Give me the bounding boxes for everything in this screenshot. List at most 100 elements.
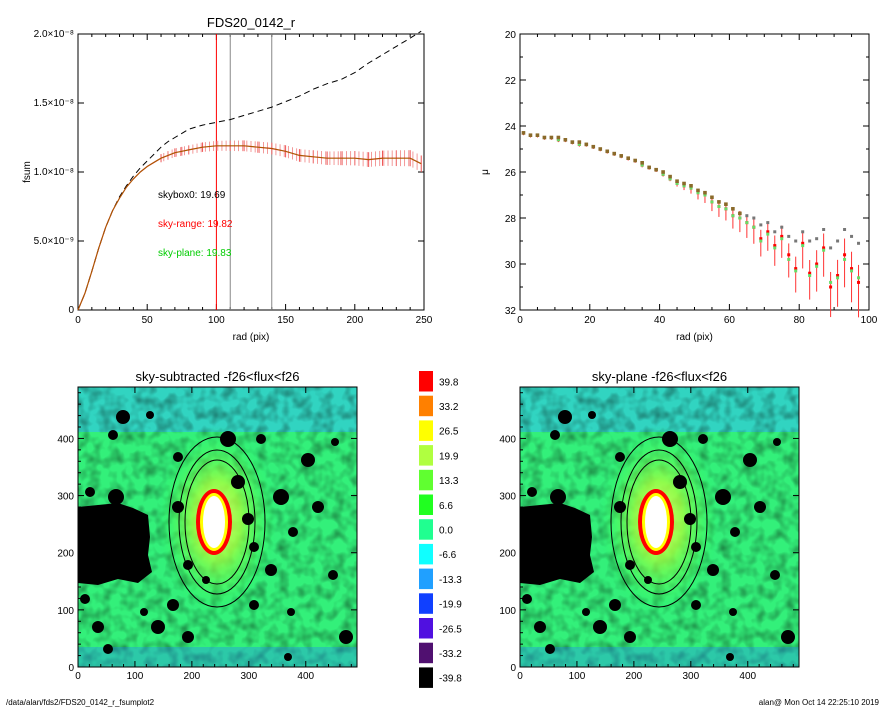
colorbar-label: 6.6 bbox=[439, 501, 453, 512]
chart1-xtick-label: 250 bbox=[416, 315, 433, 326]
chart2-point-overlap bbox=[619, 154, 624, 158]
chart2-point bbox=[640, 163, 644, 167]
panel-sky-plane-image bbox=[520, 387, 799, 667]
panel-sky-subtracted-xtick-label: 400 bbox=[297, 671, 314, 682]
chart2-point bbox=[850, 269, 854, 273]
chart2-point bbox=[787, 257, 791, 261]
chart2-point bbox=[780, 225, 784, 229]
chart2-point bbox=[717, 205, 721, 208]
panel-sky-plane-ytick-label: 200 bbox=[499, 549, 516, 560]
panel-sky-subtracted-xtick-label: 200 bbox=[184, 671, 201, 682]
footer-left: /data/alan/fds2/FDS20_0142_r_fsumplot2 bbox=[6, 698, 155, 707]
chart2-point bbox=[724, 207, 728, 211]
chart2-point bbox=[745, 221, 749, 225]
panel-sky-plane-ytick-label: 0 bbox=[510, 663, 516, 674]
chart2-point bbox=[808, 239, 812, 243]
chart2-point bbox=[822, 248, 826, 252]
chart2-point bbox=[815, 262, 819, 266]
panel-sky-plane bbox=[520, 387, 799, 667]
chart2-point-overlap bbox=[668, 174, 672, 179]
colorbar-swatch bbox=[419, 667, 433, 688]
colorbar-label: -19.9 bbox=[439, 600, 462, 611]
chart2-xlabel: rad (pix) bbox=[676, 332, 713, 343]
footer-right: alan@ Mon Oct 14 22:25:10 2019 bbox=[758, 698, 879, 707]
chart1-xtick-label: 50 bbox=[142, 315, 154, 326]
chart2-point bbox=[857, 241, 861, 245]
panel-sky-subtracted bbox=[78, 387, 357, 667]
chart2-point bbox=[808, 274, 812, 277]
chart2-point-overlap bbox=[661, 170, 665, 174]
chart2-point-overlap bbox=[577, 140, 582, 144]
chart2-point bbox=[780, 234, 784, 238]
colorbar-label: 33.2 bbox=[439, 402, 459, 413]
colorbar-swatch bbox=[419, 568, 433, 590]
colorbar-swatch bbox=[419, 543, 433, 565]
chart2-point-overlap bbox=[612, 151, 617, 156]
chart1-ytick-label: 1.5×10⁻⁸ bbox=[34, 98, 74, 109]
chart2-xtick-label: 60 bbox=[724, 315, 736, 326]
chart1-ylabel: fsum bbox=[22, 161, 33, 183]
chart2-point bbox=[829, 285, 833, 289]
chart1-ytick-label: 2.0×10⁻⁸ bbox=[34, 29, 74, 40]
panel-sky-plane-title: sky-plane -f26<flux<f26 bbox=[592, 369, 727, 384]
chart2-point-overlap bbox=[724, 202, 728, 206]
chart2-point-overlap bbox=[696, 188, 700, 193]
chart1-ytick-label: 1.0×10⁻⁸ bbox=[34, 167, 74, 178]
chart2-point bbox=[773, 246, 777, 250]
chart2-point-overlap bbox=[682, 181, 686, 186]
chart2-point bbox=[710, 200, 714, 204]
chart2-point bbox=[738, 216, 742, 220]
chart1-xtick-label: 0 bbox=[75, 315, 81, 326]
colorbar-label: 0.0 bbox=[439, 525, 453, 536]
chart2-point bbox=[843, 253, 847, 257]
colorbar-label: -39.8 bbox=[439, 674, 462, 685]
chart2-point-overlap bbox=[549, 135, 554, 140]
chart2-point-overlap bbox=[542, 135, 547, 140]
chart2-xtick-label: 20 bbox=[584, 315, 596, 326]
chart2-point-overlap bbox=[521, 131, 526, 135]
chart1-title: FDS20_0142_r bbox=[207, 15, 296, 30]
colorbar-label: 26.5 bbox=[439, 427, 459, 438]
chart2-point-overlap bbox=[717, 200, 721, 204]
chart2-point bbox=[794, 269, 798, 273]
chart2-point bbox=[759, 237, 763, 241]
colorbar-swatch bbox=[419, 371, 433, 392]
chart2-point-overlap bbox=[535, 133, 540, 137]
chart2-point bbox=[556, 138, 560, 142]
chart2-point bbox=[829, 280, 833, 284]
panel-sky-plane-xtick-label: 200 bbox=[626, 671, 643, 682]
chart2-point-overlap bbox=[598, 147, 603, 151]
chart1-xtick-label: 150 bbox=[277, 315, 294, 326]
chart2-point bbox=[801, 230, 805, 234]
chart2-point-overlap bbox=[675, 179, 679, 183]
chart2-point-overlap bbox=[570, 140, 575, 144]
chart2-point-overlap bbox=[738, 211, 742, 216]
chart2-point-overlap bbox=[633, 158, 637, 163]
colorbar-label: 39.8 bbox=[439, 377, 459, 388]
colorbar-label: -6.6 bbox=[439, 550, 457, 561]
chart2-point bbox=[759, 223, 763, 227]
colorbar-swatch bbox=[419, 494, 433, 515]
chart2-point bbox=[661, 172, 665, 176]
panel-sky-subtracted-xtick-label: 100 bbox=[127, 671, 144, 682]
colorbar-label: 13.3 bbox=[439, 476, 459, 487]
chart2-point bbox=[773, 230, 777, 234]
colorbar-swatch bbox=[419, 593, 433, 614]
chart2-point bbox=[682, 184, 686, 188]
colorbar-swatch bbox=[419, 469, 433, 491]
panel-sky-subtracted-frame bbox=[77, 386, 358, 668]
chart2-point-overlap bbox=[703, 190, 707, 195]
chart2-point bbox=[857, 276, 861, 280]
chart2-ytick-label: 28 bbox=[505, 214, 517, 225]
chart2-point bbox=[577, 142, 581, 146]
chart2-point bbox=[850, 267, 854, 271]
chart2-point bbox=[668, 177, 672, 181]
chart2-point-overlap bbox=[605, 149, 610, 154]
chart2-ytick-label: 26 bbox=[505, 168, 517, 179]
chart2-point bbox=[829, 246, 833, 250]
chart2-ytick-label: 30 bbox=[505, 260, 517, 271]
chart2-point-overlap bbox=[528, 133, 533, 137]
colorbar-label: -33.2 bbox=[439, 649, 462, 660]
panel-sky-plane-xtick-label: 0 bbox=[517, 671, 523, 682]
